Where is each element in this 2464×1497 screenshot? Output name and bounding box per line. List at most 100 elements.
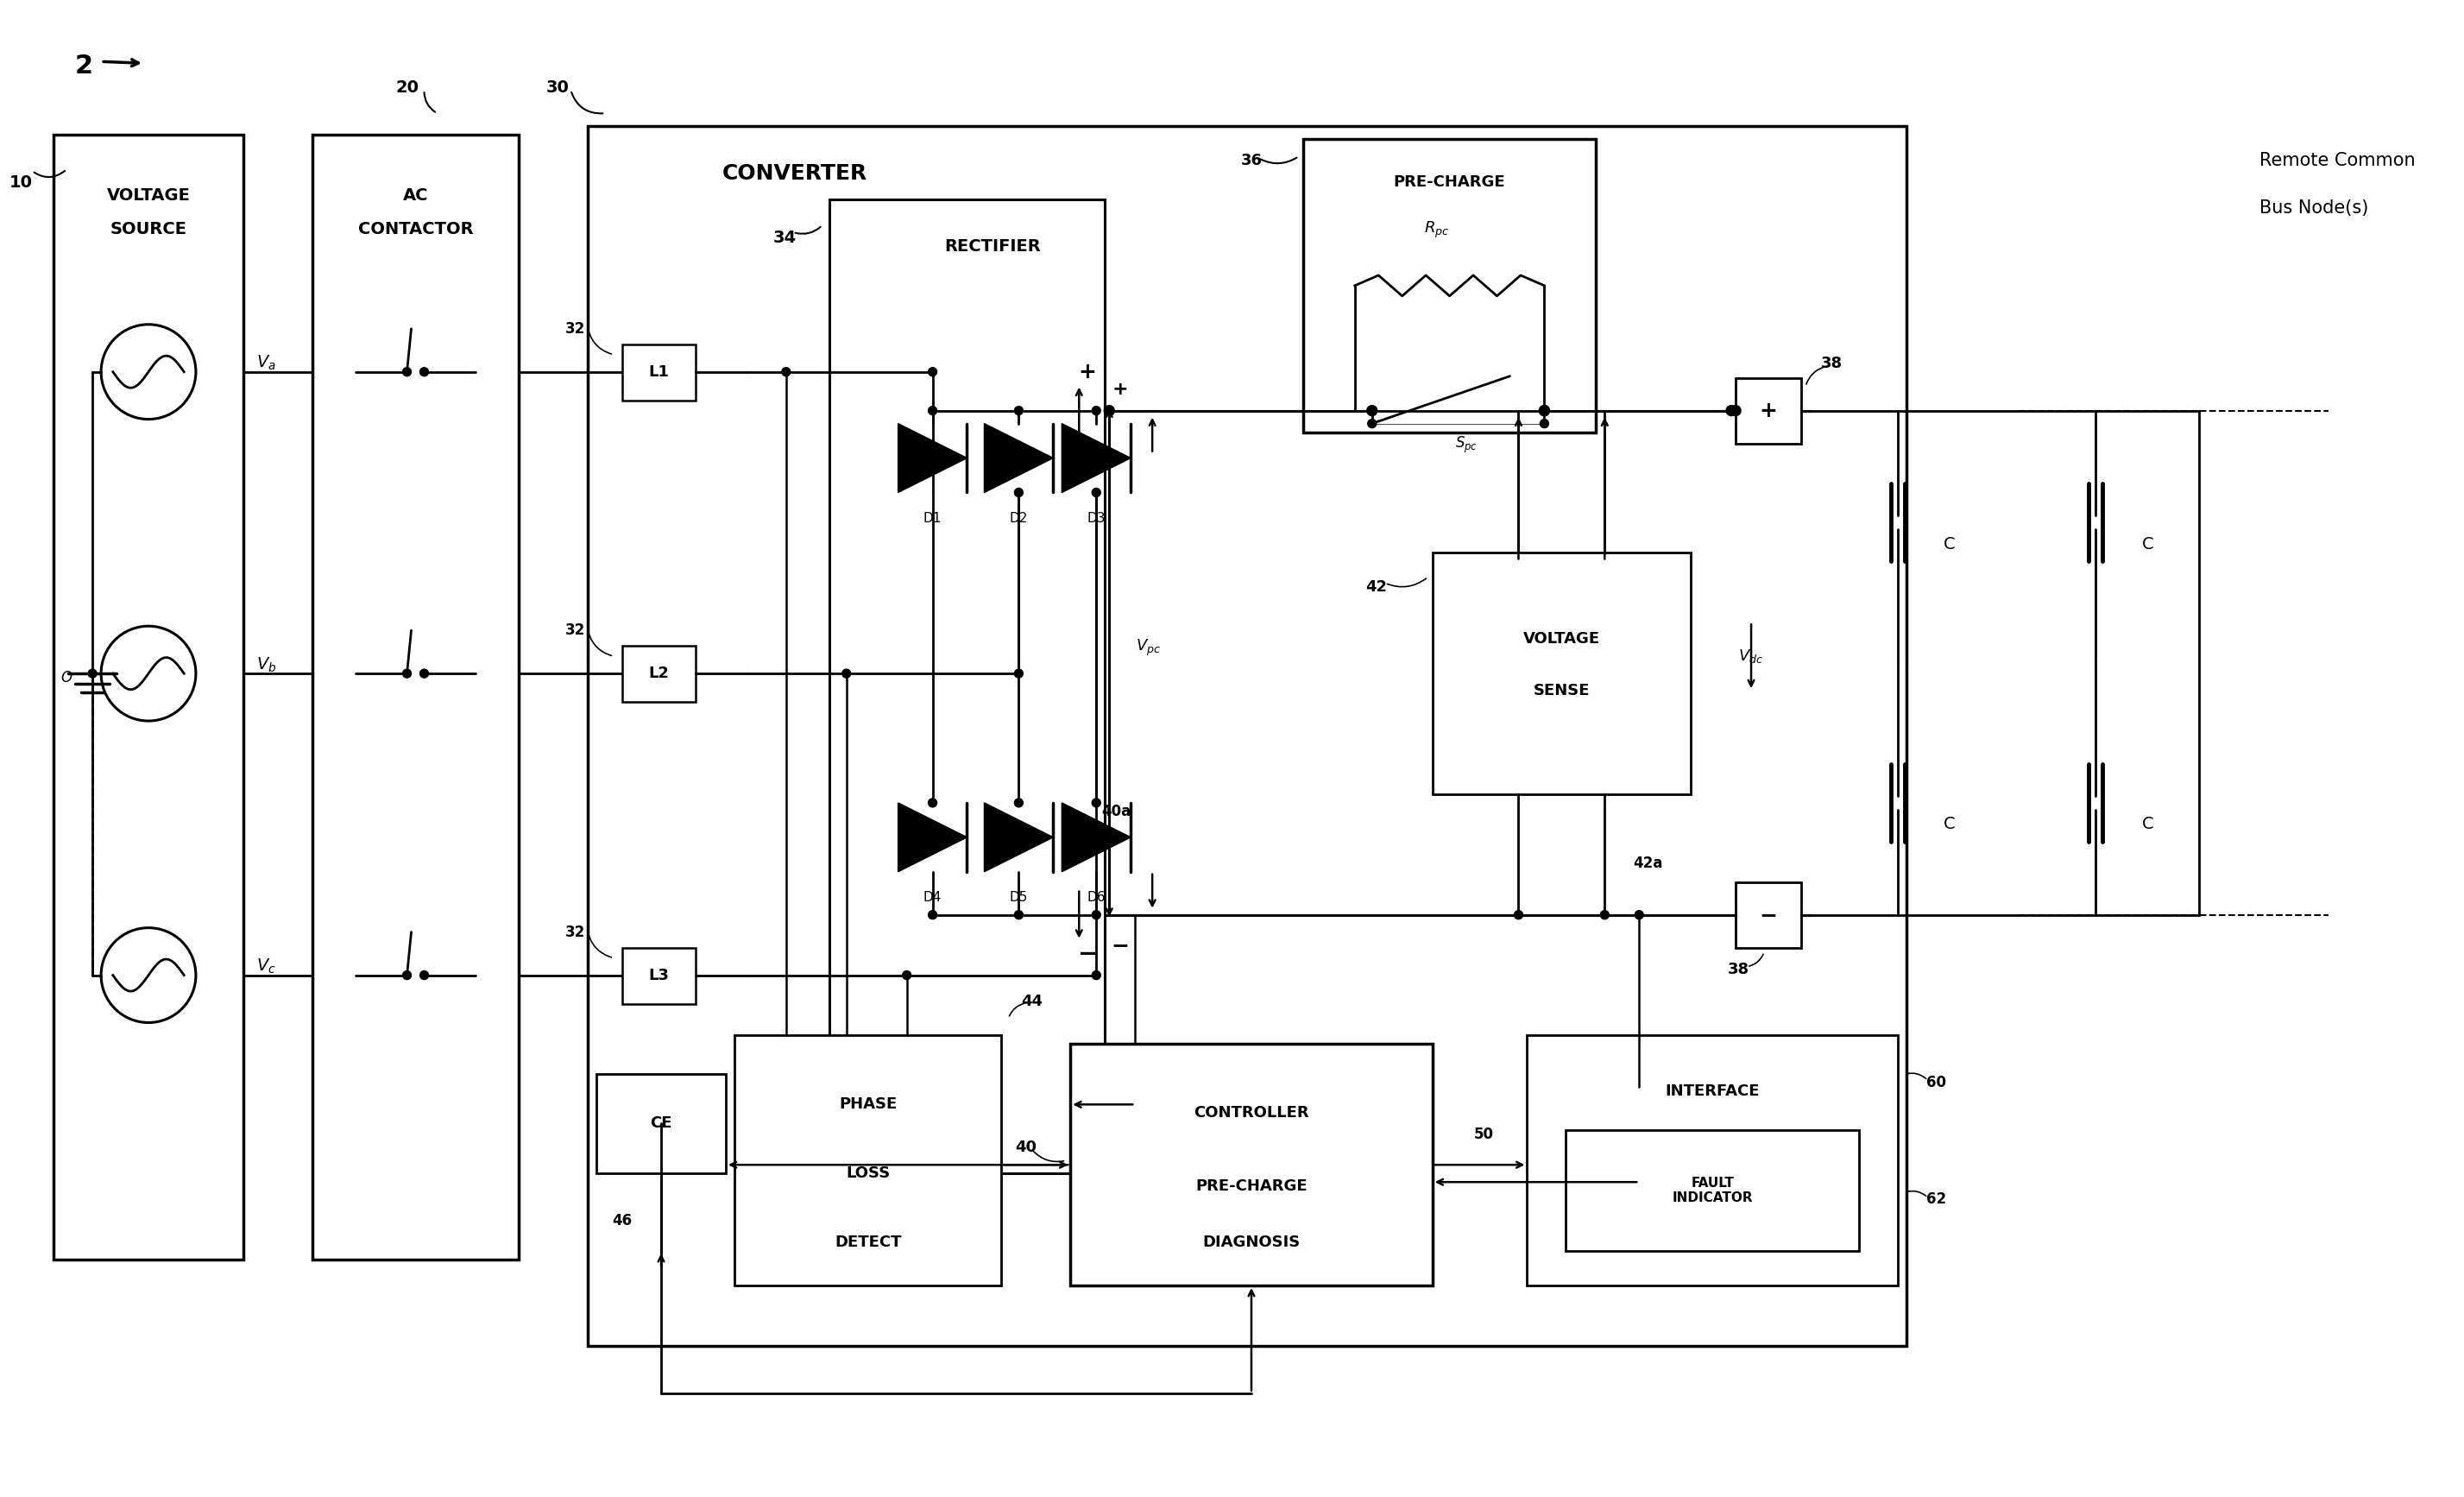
Text: 32: 32 xyxy=(564,924,584,940)
Circle shape xyxy=(419,669,429,678)
Text: +: + xyxy=(1111,380,1129,398)
Text: CONVERTER: CONVERTER xyxy=(722,163,867,184)
Bar xyxy=(1567,1130,1858,1251)
Circle shape xyxy=(402,669,411,678)
Bar xyxy=(1735,377,1801,443)
Circle shape xyxy=(1515,910,1523,919)
Text: SOURCE: SOURCE xyxy=(111,222,187,238)
Circle shape xyxy=(1540,419,1550,428)
Bar xyxy=(623,344,695,400)
Bar xyxy=(623,645,695,702)
Text: AC: AC xyxy=(402,187,429,204)
Text: −: − xyxy=(1077,942,1096,966)
Circle shape xyxy=(1730,406,1740,416)
Bar xyxy=(1528,1036,1897,1286)
Text: SENSE: SENSE xyxy=(1533,683,1589,699)
Text: 10: 10 xyxy=(10,174,32,190)
Text: L1: L1 xyxy=(648,364,668,380)
Text: C: C xyxy=(2141,536,2154,552)
Polygon shape xyxy=(897,802,966,871)
Polygon shape xyxy=(983,802,1052,871)
Text: 42a: 42a xyxy=(1634,855,1663,871)
Text: LOSS: LOSS xyxy=(845,1166,890,1181)
Text: Remote Common: Remote Common xyxy=(2259,153,2415,169)
Text: L2: L2 xyxy=(648,666,668,681)
Bar xyxy=(1069,1043,1432,1286)
Circle shape xyxy=(1368,406,1377,416)
Bar xyxy=(623,948,695,1003)
Text: D1: D1 xyxy=(924,512,941,525)
Circle shape xyxy=(1092,972,1101,979)
Text: C: C xyxy=(2141,816,2154,832)
Text: $V_{dc}$: $V_{dc}$ xyxy=(1740,648,1764,665)
Text: D5: D5 xyxy=(1010,891,1027,904)
Circle shape xyxy=(402,368,411,376)
Text: D6: D6 xyxy=(1087,891,1106,904)
Circle shape xyxy=(1015,488,1023,497)
Bar xyxy=(830,199,1104,1174)
Circle shape xyxy=(902,972,912,979)
Polygon shape xyxy=(1062,802,1131,871)
Text: $V_{pc}$: $V_{pc}$ xyxy=(1136,638,1161,657)
Text: C: C xyxy=(1944,536,1956,552)
Circle shape xyxy=(1727,406,1737,416)
Circle shape xyxy=(843,669,850,678)
Circle shape xyxy=(1092,798,1101,807)
Circle shape xyxy=(1015,669,1023,678)
Circle shape xyxy=(929,368,936,376)
Text: $V_a$: $V_a$ xyxy=(256,353,276,373)
Circle shape xyxy=(1368,419,1377,428)
Text: 34: 34 xyxy=(774,231,796,247)
Bar xyxy=(313,135,520,1259)
Text: 62: 62 xyxy=(1927,1192,1947,1207)
Circle shape xyxy=(781,368,791,376)
Circle shape xyxy=(1092,910,1101,919)
Text: FAULT
INDICATOR: FAULT INDICATOR xyxy=(1673,1177,1752,1205)
Circle shape xyxy=(1540,406,1550,416)
Circle shape xyxy=(1015,798,1023,807)
Text: 20: 20 xyxy=(394,79,419,96)
Polygon shape xyxy=(1062,424,1131,493)
Text: −: − xyxy=(1759,904,1777,925)
Circle shape xyxy=(1092,406,1101,415)
Text: 2: 2 xyxy=(74,54,94,78)
Circle shape xyxy=(1540,406,1550,416)
Circle shape xyxy=(1092,488,1101,497)
Text: VOLTAGE: VOLTAGE xyxy=(1523,632,1599,647)
Text: O: O xyxy=(62,671,71,686)
Circle shape xyxy=(1634,910,1643,919)
Text: D2: D2 xyxy=(1010,512,1027,525)
Text: 32: 32 xyxy=(564,320,584,337)
Bar xyxy=(1735,882,1801,948)
Text: $V_c$: $V_c$ xyxy=(256,958,276,976)
Text: 30: 30 xyxy=(547,79,569,96)
Text: RECTIFIER: RECTIFIER xyxy=(944,238,1042,254)
Text: +: + xyxy=(1079,361,1096,382)
Polygon shape xyxy=(897,424,966,493)
Circle shape xyxy=(1015,910,1023,919)
Text: PHASE: PHASE xyxy=(838,1097,897,1112)
Text: 42: 42 xyxy=(1365,579,1387,596)
Text: $V_b$: $V_b$ xyxy=(256,656,276,674)
Text: 44: 44 xyxy=(1020,994,1042,1009)
Circle shape xyxy=(929,406,936,415)
Text: $S_{pc}$: $S_{pc}$ xyxy=(1456,436,1478,455)
Bar xyxy=(1303,139,1597,433)
Text: D3: D3 xyxy=(1087,512,1106,525)
Text: Bus Node(s): Bus Node(s) xyxy=(2259,199,2368,217)
Bar xyxy=(1432,552,1690,795)
Text: 60: 60 xyxy=(1927,1075,1947,1091)
Text: 32: 32 xyxy=(564,623,584,638)
Text: DETECT: DETECT xyxy=(835,1235,902,1250)
Text: 40a: 40a xyxy=(1101,804,1131,819)
Polygon shape xyxy=(983,424,1052,493)
Text: C: C xyxy=(1944,816,1956,832)
Text: −: − xyxy=(1111,934,1129,955)
Circle shape xyxy=(1599,910,1609,919)
Bar xyxy=(734,1036,1000,1286)
Text: PRE-CHARGE: PRE-CHARGE xyxy=(1395,175,1506,190)
Text: +: + xyxy=(1759,400,1777,421)
Text: $R_{pc}$: $R_{pc}$ xyxy=(1424,220,1449,240)
Circle shape xyxy=(1104,406,1114,416)
Circle shape xyxy=(929,910,936,919)
